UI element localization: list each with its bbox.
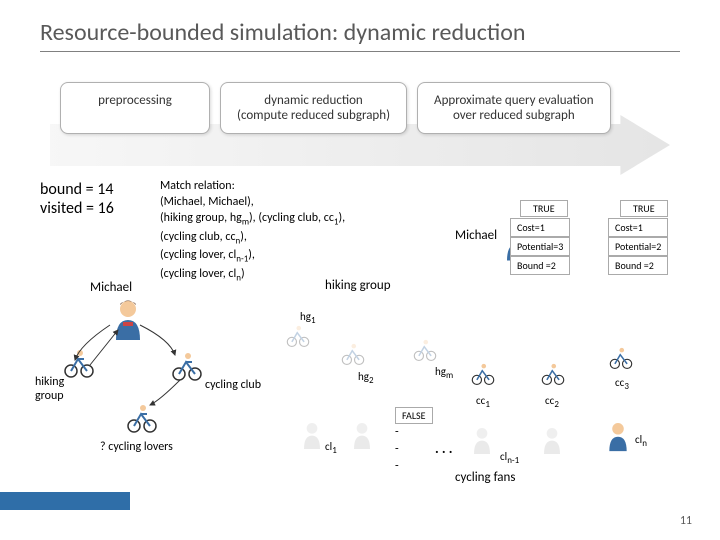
title-underline (40, 51, 680, 52)
avatar-cln (605, 420, 631, 452)
node-hg2: hg2 (358, 370, 374, 386)
match-relation: Match relation: (Michael, Michael), (hik… (160, 178, 345, 285)
cyclist-icon (340, 340, 366, 366)
node-cc2: cc2 (545, 394, 559, 410)
avatar-faded (540, 425, 564, 455)
avatar-faded (350, 420, 374, 450)
match-l3: (cycling club, ccn), (160, 229, 345, 248)
hiking-group-icon (62, 345, 96, 379)
dash-list: - - - (395, 424, 399, 474)
step3-line1: Approximate query evaluation (434, 93, 594, 108)
michael2-label: Michael (455, 228, 497, 243)
cycling-club-label: cycling club (205, 378, 261, 392)
stat-col-1: Cost=1 Potential=3 Bound =2 (510, 218, 570, 275)
pot3: Potential=3 (510, 237, 570, 256)
cyclist-icon (608, 344, 634, 370)
true-box-1: TRUE (520, 200, 568, 217)
match-l1: (Michael, Michael), (160, 194, 345, 210)
step3-line2: over reduced subgraph (434, 108, 594, 123)
step2-line1: dynamic reduction (237, 93, 390, 108)
avatar-michael-left (110, 298, 146, 340)
node-cc1: cc1 (476, 394, 490, 410)
dash2: - (395, 441, 399, 458)
bound2-b: Bound =2 (608, 256, 668, 275)
cost1-b: Cost=1 (608, 218, 668, 237)
michael-label-left: Michael (90, 280, 132, 295)
step-dynamic-reduction: dynamic reduction (compute reduced subgr… (220, 82, 407, 134)
dots: . . . (435, 440, 453, 457)
match-l5: (cycling lover, cln) (160, 266, 345, 285)
dash3: - (395, 458, 399, 475)
page-number: 11 (680, 514, 692, 528)
hiking-group2-label: hiking group (325, 278, 391, 293)
hiking-group-label: hiking group (35, 375, 75, 403)
node-hgm: hgm (435, 365, 453, 381)
pipeline-steps: preprocessing dynamic reduction (compute… (60, 82, 720, 134)
footer-bar (0, 492, 130, 510)
bounds-info: bound = 14 visited = 16 (40, 180, 114, 218)
cyclist-icon (412, 336, 438, 362)
cyclist-icon (285, 322, 311, 348)
cyclist-icon (470, 360, 496, 386)
node-cl1: cl1 (325, 440, 337, 456)
node-cln1: cln-1 (500, 450, 519, 466)
cycling-fans-label: cycling fans (455, 470, 515, 485)
step-preprocessing: preprocessing (60, 82, 210, 134)
pot2: Potential=2 (608, 237, 668, 256)
cycling-lover-icon (125, 400, 159, 434)
visited-line: visited = 16 (40, 199, 114, 218)
node-cln: cln (635, 433, 647, 449)
cycling-lovers-label: ? cycling lovers (100, 440, 173, 454)
cycling-club-icon (170, 348, 204, 382)
step2-line2: (compute reduced subgraph) (237, 108, 390, 123)
bound-line: bound = 14 (40, 180, 114, 199)
bound2-a: Bound =2 (510, 256, 570, 275)
dash1: - (395, 424, 399, 441)
match-l4: (cycling lover, cln-1), (160, 247, 345, 266)
true-box-2: TRUE (620, 200, 668, 217)
match-h: Match relation: (160, 178, 345, 194)
node-cc3: cc3 (615, 376, 629, 392)
avatar-faded (300, 420, 324, 450)
step-approx-eval: Approximate query evaluation over reduce… (417, 82, 611, 134)
cyclist-icon (540, 360, 566, 386)
stat-col-2: Cost=1 Potential=2 Bound =2 (608, 218, 668, 275)
false-box: FALSE (395, 407, 433, 424)
match-l2: (hiking group, hgm), (cycling club, cc1)… (160, 210, 345, 229)
cost1-a: Cost=1 (510, 218, 570, 237)
page-title: Resource-bounded simulation: dynamic red… (0, 0, 720, 51)
avatar-faded (470, 425, 494, 455)
